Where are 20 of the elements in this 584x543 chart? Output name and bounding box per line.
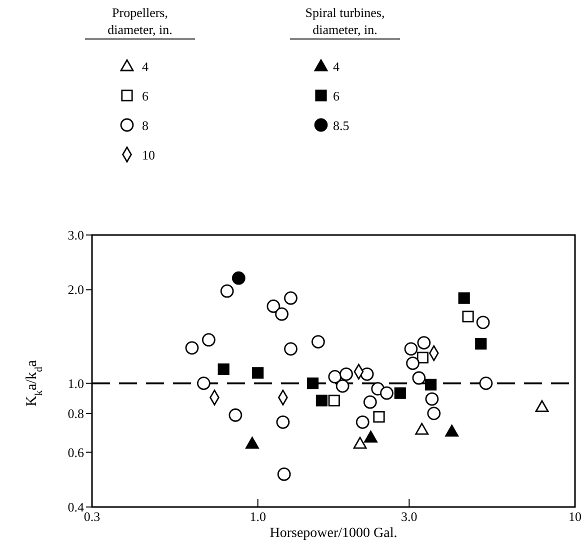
y-tick-label: 0.8 [68,406,84,421]
text: Spiral turbines, diameter, in. [305,5,385,37]
y-tick-label: 1.0 [68,376,84,391]
legend-label: 6 [333,88,340,104]
y-tick-label: 3.0 [68,228,84,242]
y-tick-label: 0.6 [68,444,84,460]
legend-label: 8 [142,118,148,133]
y-tick-label: 0.4 [68,500,84,514]
x-axis-title: Horsepower/1000 Gal. [270,526,398,541]
x-tick-label: 1.0 [250,509,266,524]
legend-label: 6 [142,88,149,104]
legend-label: 8.5 [333,118,350,133]
legend-label: 4 [142,59,149,74]
legend-title: Propellers, diameter, in. [108,5,172,37]
y-tick-label: 2.0 [68,282,84,298]
x-tick-label: 10 [568,509,582,524]
x-tick-label: 3.0 [401,509,418,524]
legend-label: 10 [142,148,155,162]
legend-label: 4 [333,59,340,74]
x-tick-label: 0.3 [84,509,100,524]
